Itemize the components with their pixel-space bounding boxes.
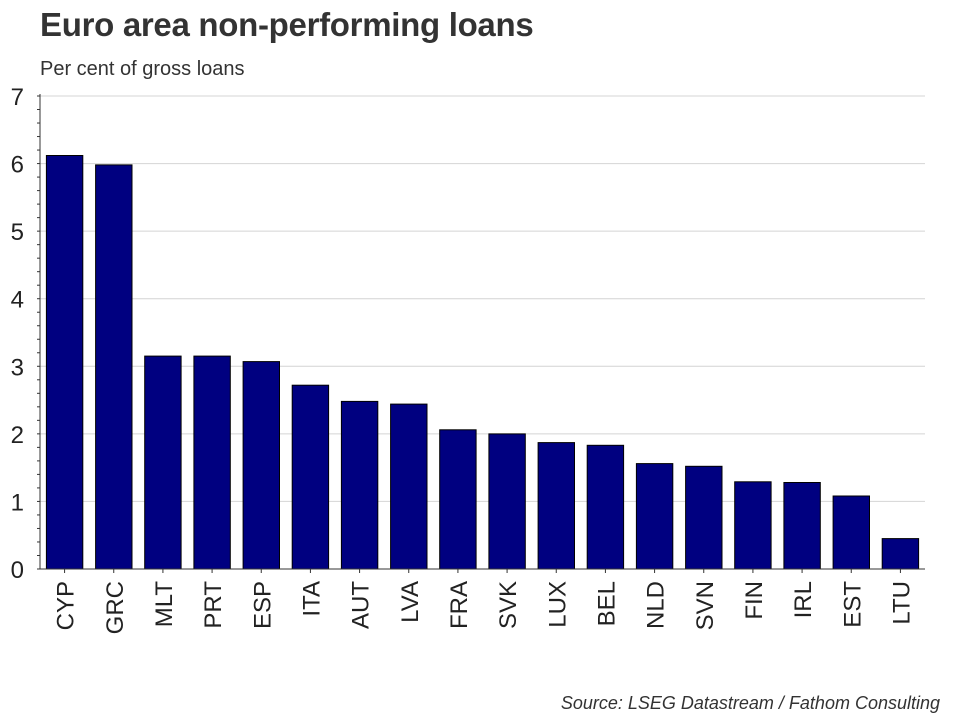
bar-lux — [537, 442, 575, 570]
axes — [39, 94, 925, 570]
source-note: Source: LSEG Datastream / Fathom Consult… — [560, 693, 940, 713]
x-tick-label-fra: FRA — [446, 581, 473, 629]
x-tick-label-est: EST — [839, 581, 866, 628]
y-tick-label-2: 2 — [11, 422, 24, 449]
x-tick-labels: CYP GRC MLT PRT ESP ITA AUT LVA FRA SVK LUX BEL NLD S… — [53, 581, 916, 635]
y-tick-label-6: 6 — [11, 152, 24, 179]
x-tick-label-lux: LUX — [544, 581, 571, 628]
bar-ita — [291, 384, 330, 570]
bar-mlt — [144, 355, 182, 570]
y-tick-label-4: 4 — [11, 287, 24, 314]
x-tick-label-svn: SVN — [692, 581, 719, 630]
bar-ltu — [881, 538, 920, 570]
bars — [45, 155, 920, 570]
gridlines — [40, 95, 925, 502]
bar-irl — [783, 482, 821, 570]
x-tick-label-svk: SVK — [495, 581, 522, 629]
bar-cyp — [45, 155, 84, 570]
bar-grc — [95, 164, 133, 570]
x-tick-label-grc: GRC — [102, 581, 129, 634]
y-tick-label-0: 0 — [11, 557, 24, 584]
x-tick-label-fin: FIN — [741, 581, 768, 620]
x-tick-label-prt: PRT — [200, 581, 227, 629]
bar-svn — [685, 465, 723, 570]
bar-est — [832, 495, 870, 570]
x-tick-label-mlt: MLT — [151, 581, 178, 628]
bar-aut — [340, 400, 379, 570]
bar-prt — [193, 355, 231, 570]
bar-nld — [635, 463, 674, 570]
x-tick-label-nld: NLD — [643, 581, 670, 629]
x-tick-label-cyp: CYP — [53, 581, 80, 630]
bar-fin — [734, 481, 772, 570]
bar-fra — [439, 429, 477, 570]
y-tick-label-7: 7 — [11, 84, 24, 111]
y-tick-labels: 0 1 2 3 4 5 6 7 — [11, 84, 24, 584]
x-tick-label-esp: ESP — [249, 581, 276, 629]
bar-svk — [488, 433, 526, 570]
bar-bel — [586, 444, 625, 570]
bar-esp — [242, 361, 281, 570]
y-tick-label-3: 3 — [11, 354, 24, 381]
x-tick-label-bel: BEL — [593, 581, 620, 626]
y-tick-label-5: 5 — [11, 219, 24, 246]
chart-subtitle: Per cent of gross loans — [40, 58, 245, 80]
chart-title: Euro area non-performing loans — [40, 6, 534, 43]
y-tick-label-1: 1 — [11, 489, 24, 516]
x-tick-label-lva: LVA — [397, 581, 424, 623]
bar-lva — [390, 403, 428, 570]
x-tick-label-ltu: LTU — [888, 581, 915, 625]
x-tick-label-irl: IRL — [790, 581, 817, 618]
x-tick-label-aut: AUT — [348, 581, 375, 629]
x-tick-label-ita: ITA — [298, 581, 325, 617]
